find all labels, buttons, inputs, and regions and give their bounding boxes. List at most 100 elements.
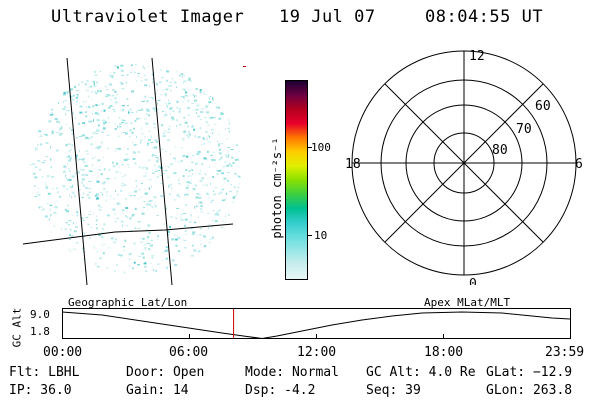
speckle <box>228 151 230 153</box>
speckle <box>170 116 174 119</box>
speckle <box>186 155 189 158</box>
speckle <box>124 122 128 124</box>
speckle <box>195 206 199 208</box>
speckle <box>70 186 74 189</box>
speckle <box>45 142 49 144</box>
speckle <box>201 144 203 146</box>
speckle <box>146 168 148 171</box>
speckle <box>152 266 154 268</box>
speckle <box>185 182 189 183</box>
speckle <box>81 81 84 83</box>
speckle <box>129 136 131 138</box>
auroral-speckles <box>30 64 241 274</box>
speckle <box>206 192 209 195</box>
speckle <box>134 119 137 122</box>
speckle <box>156 90 158 92</box>
speckle <box>110 74 114 77</box>
speckle <box>130 64 133 66</box>
speckle <box>144 79 148 81</box>
speckle <box>87 193 90 196</box>
speckle <box>74 85 76 88</box>
speckle <box>198 173 202 175</box>
speckle <box>194 95 195 98</box>
speckle <box>198 196 202 199</box>
speckle <box>34 196 38 198</box>
speckle <box>102 127 106 130</box>
speckle <box>128 109 130 112</box>
speckle <box>146 109 150 112</box>
speckle <box>178 183 181 185</box>
speckle <box>124 239 127 242</box>
speckle <box>121 224 123 227</box>
speckle <box>222 189 224 191</box>
speckle <box>103 122 107 124</box>
speckle <box>202 136 205 139</box>
speckle <box>128 166 131 168</box>
speckle <box>160 69 162 71</box>
speckle <box>182 175 185 178</box>
speckle <box>108 106 111 109</box>
speckle <box>65 174 66 177</box>
speckle <box>221 143 224 145</box>
speckle <box>39 206 43 208</box>
speckle <box>228 164 230 166</box>
speckle <box>154 139 158 141</box>
speckle <box>116 264 118 266</box>
speckle <box>117 202 121 205</box>
speckle <box>150 97 154 99</box>
speckle <box>144 84 148 87</box>
speckle <box>96 132 99 134</box>
speckle <box>151 256 153 259</box>
speckle <box>133 150 135 152</box>
speckle <box>109 99 112 101</box>
speckle <box>146 145 149 146</box>
speckle <box>90 210 92 213</box>
speckle <box>166 70 170 73</box>
speckle <box>200 208 203 210</box>
speckle <box>114 65 118 67</box>
speckle <box>50 214 52 215</box>
speckle <box>214 187 218 189</box>
speckle <box>47 203 49 205</box>
speckle <box>165 169 168 172</box>
speckle <box>155 140 158 143</box>
speckle <box>178 161 180 163</box>
speckle <box>187 125 189 128</box>
speckle <box>82 220 85 222</box>
speckle <box>59 195 62 198</box>
speckle <box>121 109 124 112</box>
speckle <box>132 151 136 154</box>
speckle <box>165 150 167 152</box>
speckle <box>219 112 223 114</box>
speckle <box>148 179 152 181</box>
speckle <box>149 203 150 205</box>
speckle <box>91 98 93 100</box>
speckle <box>83 161 85 164</box>
speckle <box>121 122 125 123</box>
polar-plot[interactable]: 12 0 18 6 60 70 80 <box>335 45 600 285</box>
speckle <box>228 154 230 156</box>
speckle <box>123 246 126 248</box>
earth-image[interactable] <box>15 50 255 290</box>
speckle <box>95 193 99 196</box>
speckle <box>72 112 74 115</box>
speckle <box>191 154 195 156</box>
altitude-strip[interactable] <box>62 308 582 340</box>
speckle <box>113 270 116 272</box>
speckle <box>93 84 97 87</box>
speckle <box>123 250 126 251</box>
speckle <box>205 105 209 108</box>
speckle <box>218 117 222 120</box>
speckle <box>201 177 204 180</box>
speckle <box>73 193 76 195</box>
speckle <box>212 151 215 153</box>
speckle <box>137 74 139 77</box>
status-filter: Flt: LBHL <box>9 365 80 380</box>
status-mode: Mode: Normal <box>245 365 339 380</box>
speckle <box>165 165 166 167</box>
speckle <box>103 181 106 184</box>
speckle <box>230 164 233 167</box>
speckle <box>201 163 204 166</box>
speckle <box>149 244 153 247</box>
speckle <box>209 96 211 97</box>
